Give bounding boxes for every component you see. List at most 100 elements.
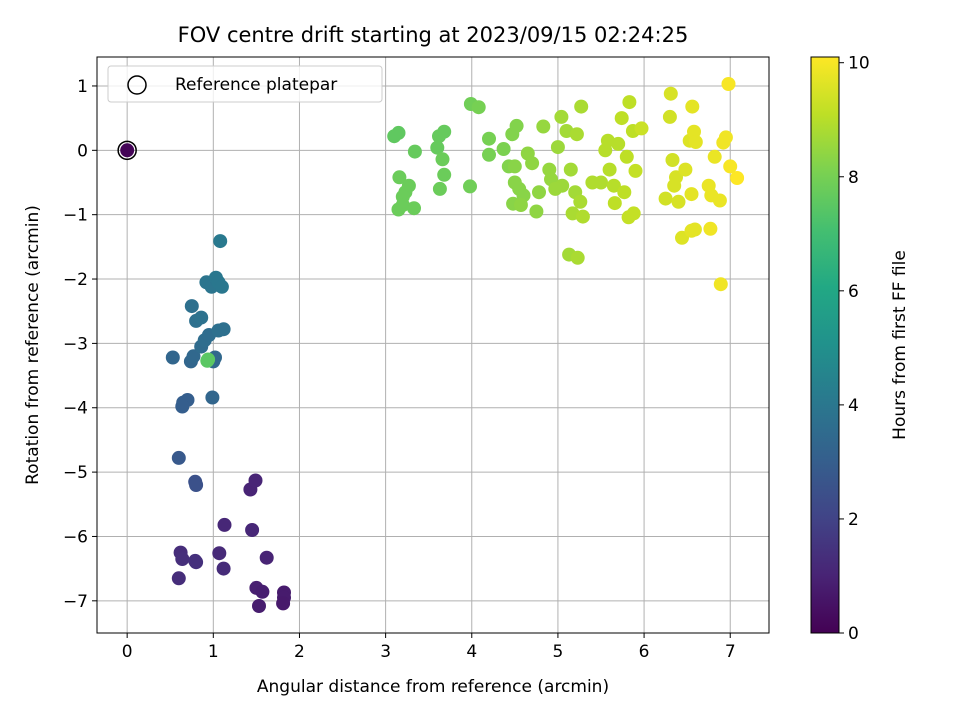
data-point [216,322,231,337]
data-point [175,552,190,566]
data-point [509,118,524,133]
data-point [248,473,263,488]
x-tick-label: 1 [208,642,219,662]
x-tick-label: 3 [380,642,391,662]
data-point [194,310,209,325]
data-point [392,170,407,185]
data-point [662,109,677,124]
data-point [407,201,421,216]
data-point [663,86,678,101]
x-tick-label: 5 [553,642,564,662]
data-point [529,204,544,219]
x-axis-label: Angular distance from reference (arcmin) [257,677,609,697]
data-point [707,149,722,164]
data-point [622,95,637,110]
data-point [688,135,703,149]
legend: Reference platepar [107,65,383,103]
y-tick-label: −1 [63,206,88,226]
data-point [437,167,452,182]
data-point [435,152,450,167]
data-point [171,571,186,586]
data-point [621,210,636,225]
data-point [482,131,496,146]
data-point [165,350,180,365]
data-point [684,187,699,202]
y-axis-label: Rotation from reference (arcmin) [23,205,43,485]
data-point [667,178,682,193]
colorbar-ticks: 0 2 4 6 8 10 [839,54,870,644]
reference-marker-layer [117,140,137,161]
data-point [536,119,551,134]
data-point [594,175,608,190]
data-point [437,124,452,139]
data-point [602,162,617,177]
x-axis-ticks: 0 1 2 3 4 5 6 7 [122,633,736,662]
data-point [255,584,270,599]
data-point [628,163,643,178]
data-point [496,142,511,156]
data-point [430,140,445,155]
y-tick-label: −2 [63,270,88,290]
data-point [611,136,626,151]
legend-label-reference: Reference platepar [175,75,337,95]
colorbar-tick-label: 10 [848,54,870,74]
plot-frame [96,56,770,634]
colorbar-tick-label: 2 [848,510,859,530]
colorbar-label: Hours from first FF file [890,250,910,440]
data-point [513,198,528,212]
data-point [671,194,686,209]
x-tick-label: 4 [466,642,477,662]
data-point [569,127,584,142]
data-point [614,111,629,126]
y-tick-label: −6 [63,527,88,547]
data-point [186,349,201,364]
data-point [563,162,578,177]
data-point [217,517,232,532]
data-point [252,599,266,613]
data-point [721,77,736,91]
legend-marker-reference [127,75,147,95]
y-tick-label: −4 [63,399,88,419]
data-point [703,221,718,236]
data-point [730,171,745,185]
data-point [723,159,738,174]
y-tick-label: −5 [63,463,88,483]
data-point [188,553,203,568]
data-point [684,223,699,238]
data-point [634,121,649,136]
data-point [213,234,228,249]
data-point [245,523,260,537]
data-point [214,279,229,294]
colorbar-gradient [810,56,840,634]
colorbar-tick-label: 4 [848,396,859,416]
colorbar: 0 2 4 6 8 10 Hours from first FF file [810,54,910,644]
data-point [463,179,477,194]
x-tick-label: 6 [639,642,650,662]
colorbar-tick-label: 8 [848,168,859,188]
data-point [606,178,621,193]
data-point [407,144,422,159]
data-point [619,149,634,164]
data-point [570,250,585,265]
legend-box [107,65,383,103]
data-point [525,156,540,171]
data-point [554,109,569,124]
data-point [171,450,186,465]
y-axis-ticks: 1 0 −1 −2 −3 −4 −5 −6 −7 [63,77,97,612]
x-tick-label: 0 [122,642,133,662]
data-point [532,185,546,200]
x-tick-label: 2 [294,642,305,662]
data-point [189,478,204,492]
data-point [713,277,728,292]
data-point [216,561,231,576]
data-point [678,162,693,177]
data-point [573,194,588,209]
data-point [575,209,590,224]
data-point [175,399,190,414]
data-point [276,596,291,611]
data-point [201,352,216,367]
data-point [574,99,589,114]
data-point [432,181,447,196]
